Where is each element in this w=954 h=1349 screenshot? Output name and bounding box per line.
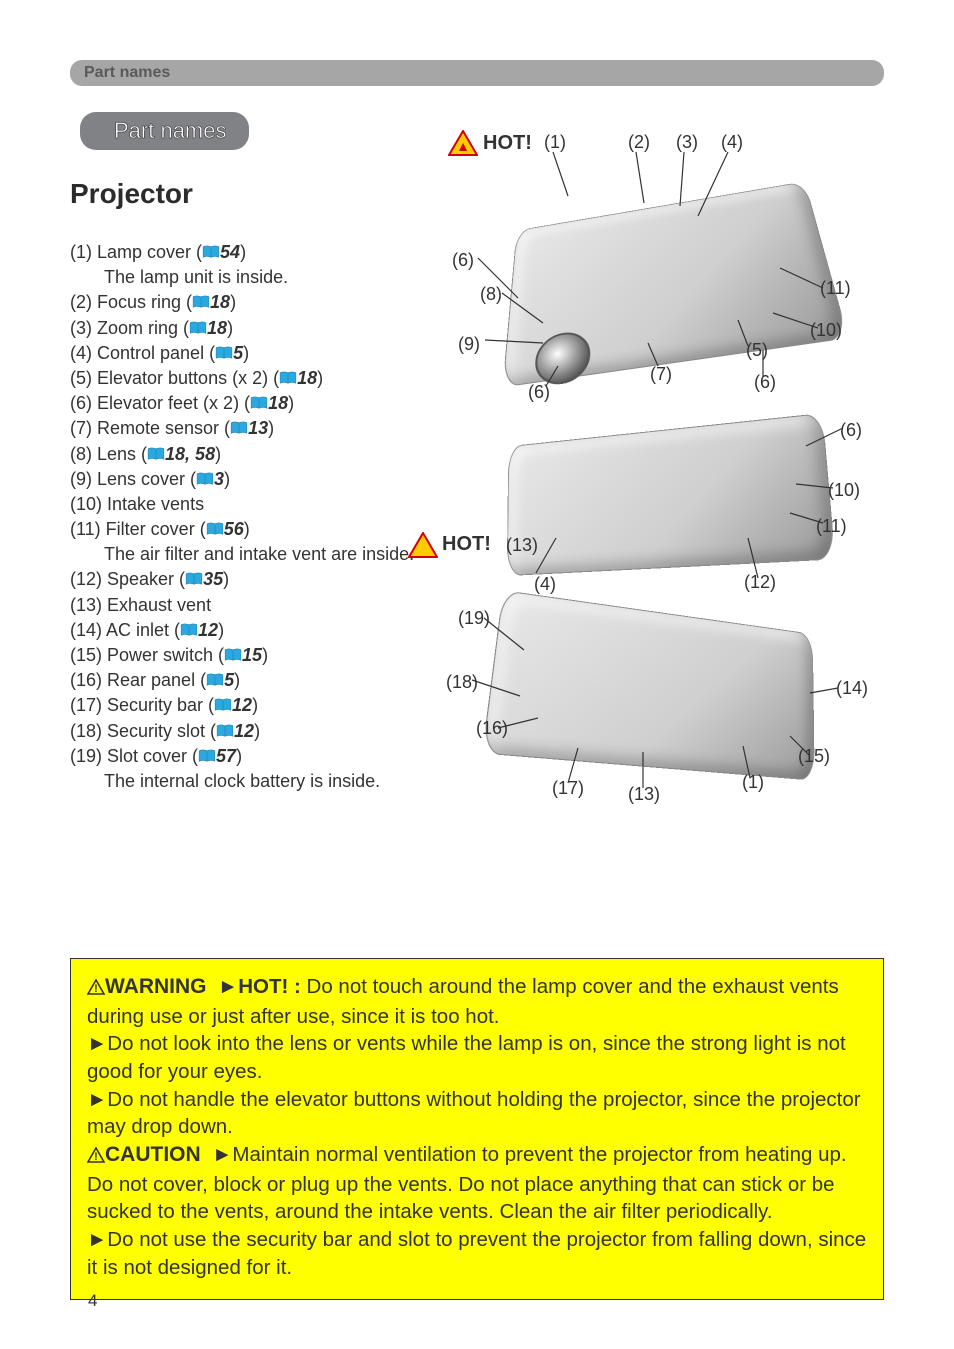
warning-box: ! WARNING ►HOT! : Do not touch around th…	[70, 958, 884, 1300]
left-column: Projector (1) Lamp cover (54)The lamp un…	[70, 178, 420, 794]
callout-6c: (6)	[528, 382, 550, 403]
part-item: (2) Focus ring (18)	[70, 290, 420, 315]
warning-text-4: Maintain normal ventilation to prevent t…	[87, 1143, 847, 1223]
caution-heading: CAUTION	[105, 1143, 201, 1166]
parts-list: (1) Lamp cover (54)The lamp unit is insi…	[70, 240, 420, 794]
hot-label-2: HOT!	[442, 533, 491, 556]
callout-7: (7)	[650, 364, 672, 385]
callout-13b: (13)	[628, 784, 660, 805]
callout-13a: (13)	[506, 535, 538, 556]
warning-icon: !	[87, 975, 105, 1003]
part-item: (10) Intake vents	[70, 492, 420, 517]
arrow-icon: ►	[87, 1226, 107, 1254]
callout-17: (17)	[552, 778, 584, 799]
part-item-note: The internal clock battery is inside.	[70, 769, 420, 794]
svg-text:!: !	[94, 1151, 98, 1163]
part-item: (12) Speaker (35)	[70, 567, 420, 592]
callout-10b: (10)	[828, 480, 860, 501]
part-item: (16) Rear panel (5)	[70, 668, 420, 693]
part-item: (11) Filter cover (56)	[70, 517, 420, 542]
callout-10a: (10)	[810, 320, 842, 341]
section-pill: Part names	[80, 112, 249, 150]
callout-19: (19)	[458, 608, 490, 629]
part-item: (8) Lens (18, 58)	[70, 442, 420, 467]
breadcrumb: Part names	[84, 64, 170, 81]
warning-heading: WARNING	[105, 975, 207, 998]
page: Part names Part names Projector (1) Lamp…	[0, 0, 954, 1349]
part-item: (7) Remote sensor (13)	[70, 416, 420, 441]
svg-text:!: !	[94, 983, 98, 995]
warning-triangle-icon	[408, 532, 438, 563]
content-row: Projector (1) Lamp cover (54)The lamp un…	[70, 178, 884, 868]
callout-15: (15)	[798, 746, 830, 767]
part-item: (3) Zoom ring (18)	[70, 316, 420, 341]
callout-11a: (11)	[820, 278, 851, 299]
part-item: (13) Exhaust vent	[70, 593, 420, 618]
callout-14: (14)	[836, 678, 868, 699]
part-item-note: The lamp unit is inside.	[70, 265, 420, 290]
section-pill-label: Part names	[114, 118, 227, 143]
callout-6a: (6)	[452, 250, 474, 271]
callout-8: (8)	[480, 284, 502, 305]
warning-text-3: Do not handle the elevator buttons witho…	[87, 1088, 861, 1139]
warning-text-5: Do not use the security bar and slot to …	[87, 1228, 866, 1279]
callout-6b: (6)	[754, 372, 776, 393]
arrow-icon: ►	[218, 973, 238, 1001]
header-bar: Part names	[70, 60, 884, 86]
page-number: 4	[88, 1291, 97, 1311]
part-item: (1) Lamp cover (54)	[70, 240, 420, 265]
part-item: (5) Elevator buttons (x 2) (18)	[70, 366, 420, 391]
part-item: (6) Elevator feet (x 2) (18)	[70, 391, 420, 416]
arrow-icon: ►	[87, 1030, 107, 1058]
part-item-note: The air filter and intake vent are insid…	[70, 542, 420, 567]
arrow-icon: ►	[212, 1141, 232, 1169]
part-item: (14) AC inlet (12)	[70, 618, 420, 643]
callout-11b: (11)	[816, 516, 847, 537]
callout-18: (18)	[446, 672, 478, 693]
part-item: (15) Power switch (15)	[70, 643, 420, 668]
arrow-icon: ►	[87, 1086, 107, 1114]
section-title: Projector	[70, 178, 420, 210]
callout-1b: (1)	[742, 772, 764, 793]
callout-9: (9)	[458, 334, 480, 355]
caution-icon: !	[87, 1143, 105, 1171]
part-item: (19) Slot cover (57)	[70, 744, 420, 769]
callout-6d: (6)	[840, 420, 862, 441]
part-item: (9) Lens cover (3)	[70, 467, 420, 492]
callout-16: (16)	[476, 718, 508, 739]
callout-5: (5)	[746, 340, 768, 361]
part-item: (4) Control panel (5)	[70, 341, 420, 366]
leader-lines-bot	[428, 588, 898, 808]
part-item: (18) Security slot (12)	[70, 719, 420, 744]
warning-text-2: Do not look into the lens or vents while…	[87, 1032, 846, 1083]
hot-text: HOT! :	[238, 975, 301, 998]
diagram-area: ▲ HOT! (1) (2) (3) (4)	[428, 128, 884, 868]
part-item: (17) Security bar (12)	[70, 693, 420, 718]
